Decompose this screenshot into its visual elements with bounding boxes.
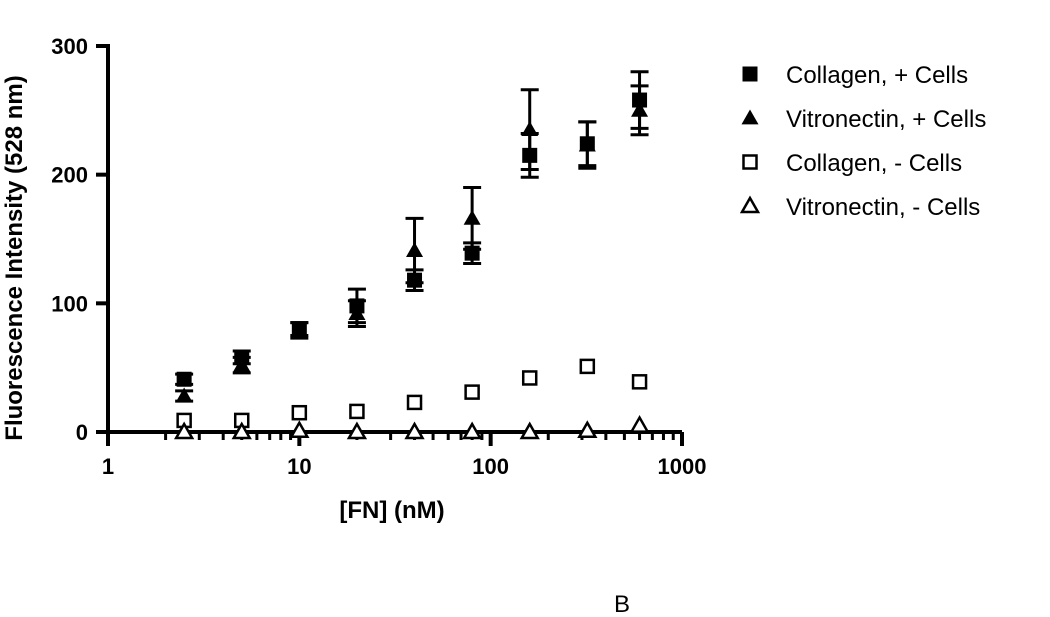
legend-item: Collagen, - Cells <box>742 150 962 177</box>
legend-marker <box>742 66 758 82</box>
data-point <box>291 404 308 421</box>
y-ticks: 0 100 200 300 <box>51 34 108 445</box>
x-tick-label: 1000 <box>658 454 707 479</box>
y-axis-title: Fluorescence Intensity (528 nm) <box>1 75 28 440</box>
data-point <box>461 421 483 440</box>
legend-marker <box>741 109 759 125</box>
data-point <box>577 420 598 438</box>
data-point <box>521 370 538 386</box>
data-point <box>578 136 596 152</box>
x-axis-title: [FN] (nM) <box>339 497 444 524</box>
x-tick-label: 100 <box>472 454 509 479</box>
y-tick-label: 200 <box>51 163 88 188</box>
data-point <box>175 387 193 403</box>
data-points <box>173 70 650 440</box>
legend: Collagen, + Cells Vitronectin, + Cells Col… <box>739 62 986 221</box>
data-point <box>629 415 650 433</box>
y-tick-label: 0 <box>76 420 88 445</box>
y-tick-label: 300 <box>51 34 88 59</box>
data-point <box>348 305 366 321</box>
data-point <box>519 421 540 440</box>
legend-marker <box>739 195 761 214</box>
legend-label: Vitronectin, + Cells <box>786 106 986 133</box>
legend-marker <box>742 154 758 170</box>
data-point <box>173 421 195 440</box>
data-point <box>176 371 192 387</box>
legend-item: Vitronectin, - Cells <box>739 194 980 221</box>
data-point <box>521 121 539 137</box>
data-point <box>579 358 596 375</box>
data-point <box>289 420 310 438</box>
legend-item: Vitronectin, + Cells <box>741 106 986 133</box>
data-point <box>463 209 481 225</box>
data-point <box>231 421 252 440</box>
legend-label: Collagen, - Cells <box>786 150 962 177</box>
series-1 <box>175 70 649 387</box>
data-point <box>404 421 425 440</box>
legend-label: Collagen, + Cells <box>786 62 968 89</box>
legend-label: Vitronectin, - Cells <box>786 194 980 221</box>
x-tick-label: 10 <box>287 454 311 479</box>
legend-item: Collagen, + Cells <box>742 62 968 89</box>
data-point <box>290 321 308 337</box>
x-tick-label: 1 <box>102 454 114 479</box>
series-2 <box>175 84 649 403</box>
series-3 <box>176 358 648 429</box>
axes: 0 100 200 300 1 10 100 1000 <box>51 34 706 479</box>
data-point <box>346 421 368 440</box>
data-point <box>349 403 365 420</box>
data-point <box>406 242 424 257</box>
x-ticks: 1 10 100 1000 <box>102 432 707 479</box>
series-4 <box>173 415 650 440</box>
data-point <box>631 101 649 117</box>
data-point <box>406 394 423 411</box>
data-point <box>631 374 648 390</box>
y-tick-label: 100 <box>51 291 88 316</box>
data-point <box>233 356 251 372</box>
data-point <box>464 384 480 400</box>
panel-label: B <box>614 591 630 617</box>
